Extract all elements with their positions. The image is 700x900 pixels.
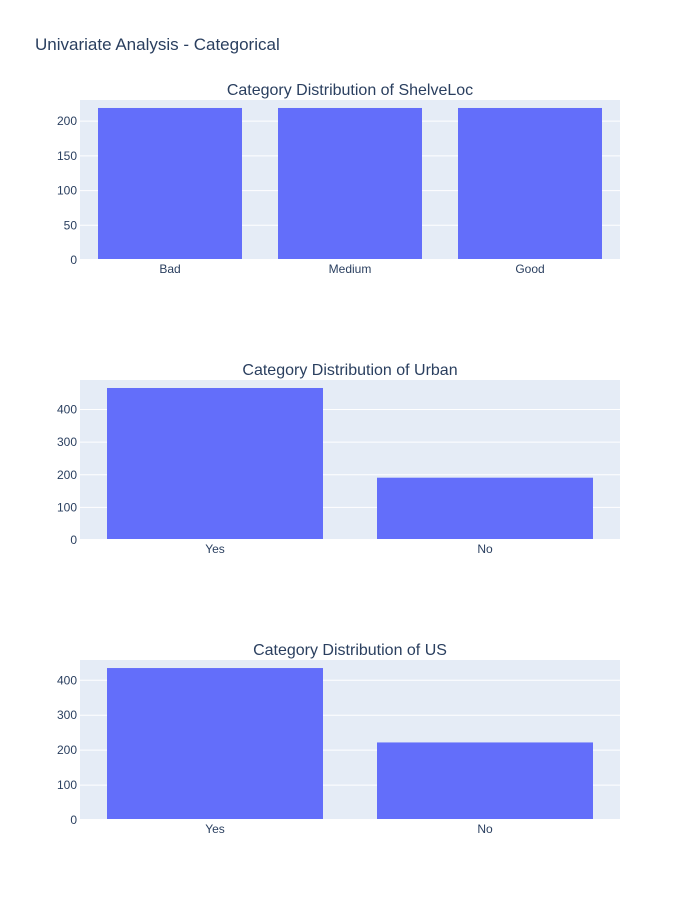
bar-no[interactable] bbox=[377, 477, 593, 540]
bar-no[interactable] bbox=[377, 742, 593, 820]
y-tick-label: 100 bbox=[57, 184, 77, 198]
subplot-2: 0 100 200 300 400 Yes No Category Distribution … bbox=[57, 362, 620, 556]
y-tick-label: 100 bbox=[57, 778, 77, 792]
y-tick-label: 100 bbox=[57, 500, 77, 514]
subplot-3: 0 100 200 300 400 Yes No Category Distribution … bbox=[57, 642, 620, 836]
x-tick-label: Yes bbox=[205, 542, 225, 556]
y-tick-label: 400 bbox=[57, 403, 77, 417]
y-tick-label: 200 bbox=[57, 114, 77, 128]
y-tick-label: 300 bbox=[57, 435, 77, 449]
y-tick-label: 200 bbox=[57, 468, 77, 482]
bar-good[interactable] bbox=[458, 107, 602, 261]
y-tick-label: 0 bbox=[70, 813, 77, 827]
y-tick-label: 200 bbox=[57, 743, 77, 757]
subplot-title: Category Distribution of ShelveLoc bbox=[227, 82, 473, 99]
x-tick-label: No bbox=[477, 822, 493, 836]
subplot-title: Category Distribution of Urban bbox=[242, 362, 457, 379]
x-tick-label: Yes bbox=[205, 822, 225, 836]
x-tick-label: No bbox=[477, 542, 493, 556]
y-tick-label: 0 bbox=[70, 253, 77, 267]
y-tick-label: 0 bbox=[70, 533, 77, 547]
x-tick-label: Good bbox=[515, 262, 544, 276]
y-tick-label: 50 bbox=[64, 218, 78, 232]
bar-yes[interactable] bbox=[107, 668, 323, 820]
y-tick-label: 300 bbox=[57, 708, 77, 722]
figure-title: Univariate Analysis - Categorical bbox=[35, 35, 280, 54]
bar-yes[interactable] bbox=[107, 387, 323, 540]
bar-medium[interactable] bbox=[278, 107, 422, 261]
bar-bad[interactable] bbox=[98, 107, 242, 261]
subplots: 0 50 100 150 200 Bad Medium Good Category Distri… bbox=[57, 82, 620, 836]
subplot-title: Category Distribution of US bbox=[253, 642, 447, 659]
y-tick-label: 400 bbox=[57, 673, 77, 687]
x-tick-label: Medium bbox=[329, 262, 372, 276]
subplot-1: 0 50 100 150 200 Bad Medium Good Category Distri… bbox=[57, 82, 620, 276]
x-tick-label: Bad bbox=[159, 262, 180, 276]
y-tick-label: 150 bbox=[57, 149, 77, 163]
